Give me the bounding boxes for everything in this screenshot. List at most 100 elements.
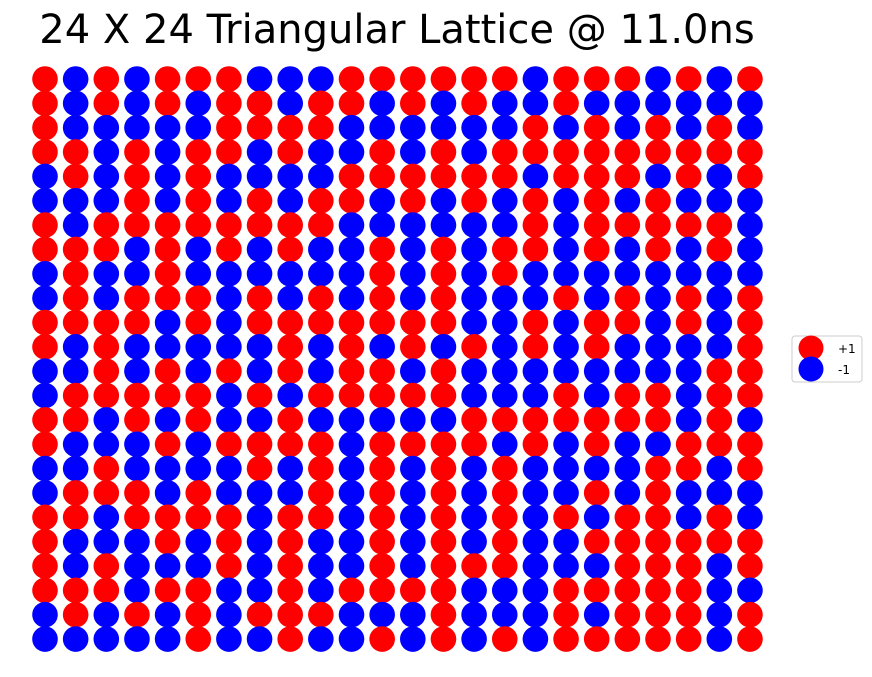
- spin-site: [338, 163, 365, 190]
- spin-site: [400, 504, 426, 531]
- spin-site: [400, 358, 426, 385]
- legend: +1 -1: [791, 335, 863, 383]
- spin-site: [124, 261, 150, 287]
- spin-site: [737, 66, 763, 92]
- spin-site: [308, 334, 334, 360]
- spin-site: [491, 407, 518, 433]
- legend-label-plus-one: +1: [838, 342, 856, 356]
- spin-site: [706, 139, 733, 165]
- spin-site: [491, 528, 518, 555]
- spin-site: [430, 577, 457, 604]
- spin-site: [185, 334, 212, 360]
- spin-site: [185, 114, 212, 141]
- spin-site: [553, 66, 579, 92]
- spin-site: [583, 334, 610, 360]
- spin-site: [461, 358, 487, 385]
- spin-site: [369, 261, 395, 287]
- spin-site: [430, 187, 457, 214]
- spin-site: [32, 163, 58, 190]
- spin-site: [553, 382, 579, 409]
- spin-site: [461, 309, 487, 336]
- spin-site: [553, 577, 579, 604]
- spin-site: [400, 480, 426, 506]
- spin-site: [246, 504, 273, 531]
- spin-site: [185, 285, 212, 311]
- spin-site: [614, 601, 641, 628]
- spin-site: [338, 455, 365, 482]
- spin-site: [277, 90, 304, 117]
- spin-site: [62, 261, 89, 287]
- spin-site: [553, 114, 579, 141]
- spin-site: [338, 285, 365, 311]
- spin-site: [522, 455, 549, 482]
- spin-site: [614, 261, 641, 287]
- spin-site: [216, 382, 242, 409]
- spin-site: [522, 212, 549, 238]
- spin-site: [369, 187, 395, 214]
- spin-site: [737, 114, 763, 141]
- spin-site: [706, 626, 733, 652]
- spin-site: [338, 626, 365, 652]
- spin-site: [737, 285, 763, 311]
- spin-site: [185, 504, 212, 531]
- spin-site: [491, 455, 518, 482]
- spin-site: [706, 236, 733, 263]
- spin-site: [246, 455, 273, 482]
- spin-site: [185, 626, 212, 652]
- spin-site: [62, 626, 89, 652]
- spin-site: [154, 577, 181, 604]
- spin-site: [400, 114, 426, 141]
- spin-site: [246, 601, 273, 628]
- spin-site: [93, 139, 120, 165]
- spin-site: [614, 90, 641, 117]
- spin-site: [185, 212, 212, 238]
- spin-site: [706, 212, 733, 238]
- spin-site: [185, 382, 212, 409]
- spin-site: [430, 382, 457, 409]
- spin-site: [737, 455, 763, 482]
- spin-site: [461, 236, 487, 263]
- spin-site: [645, 309, 671, 336]
- spin-site: [369, 334, 395, 360]
- spin-site: [154, 601, 181, 628]
- spin-site: [246, 358, 273, 385]
- spin-site: [185, 553, 212, 579]
- spin-site: [277, 114, 304, 141]
- spin-site: [737, 528, 763, 555]
- spin-site: [706, 407, 733, 433]
- spin-site: [583, 285, 610, 311]
- spin-site: [124, 626, 150, 652]
- spin-site: [522, 114, 549, 141]
- spin-site: [614, 577, 641, 604]
- spin-site: [124, 431, 150, 458]
- spin-site: [614, 528, 641, 555]
- spin-site: [246, 577, 273, 604]
- spin-site: [614, 285, 641, 311]
- spin-site: [614, 382, 641, 409]
- spin-site: [32, 480, 58, 506]
- spin-site: [32, 236, 58, 263]
- spin-site: [614, 480, 641, 506]
- spin-site: [522, 431, 549, 458]
- spin-site: [491, 431, 518, 458]
- spin-site: [185, 407, 212, 433]
- spin-site: [645, 455, 671, 482]
- spin-site: [675, 358, 702, 385]
- spin-site: [93, 626, 120, 652]
- spin-site: [246, 66, 273, 92]
- legend-label-minus-one: -1: [838, 363, 850, 377]
- spin-site: [338, 553, 365, 579]
- spin-site: [737, 334, 763, 360]
- spin-site: [491, 90, 518, 117]
- spin-site: [737, 577, 763, 604]
- spin-site: [216, 212, 242, 238]
- spin-site: [277, 577, 304, 604]
- spin-site: [706, 90, 733, 117]
- spin-site: [124, 480, 150, 506]
- spin-site: [675, 236, 702, 263]
- spin-site: [645, 212, 671, 238]
- spin-site: [553, 261, 579, 287]
- spin-site: [430, 236, 457, 263]
- spin-site: [308, 163, 334, 190]
- spin-site: [583, 455, 610, 482]
